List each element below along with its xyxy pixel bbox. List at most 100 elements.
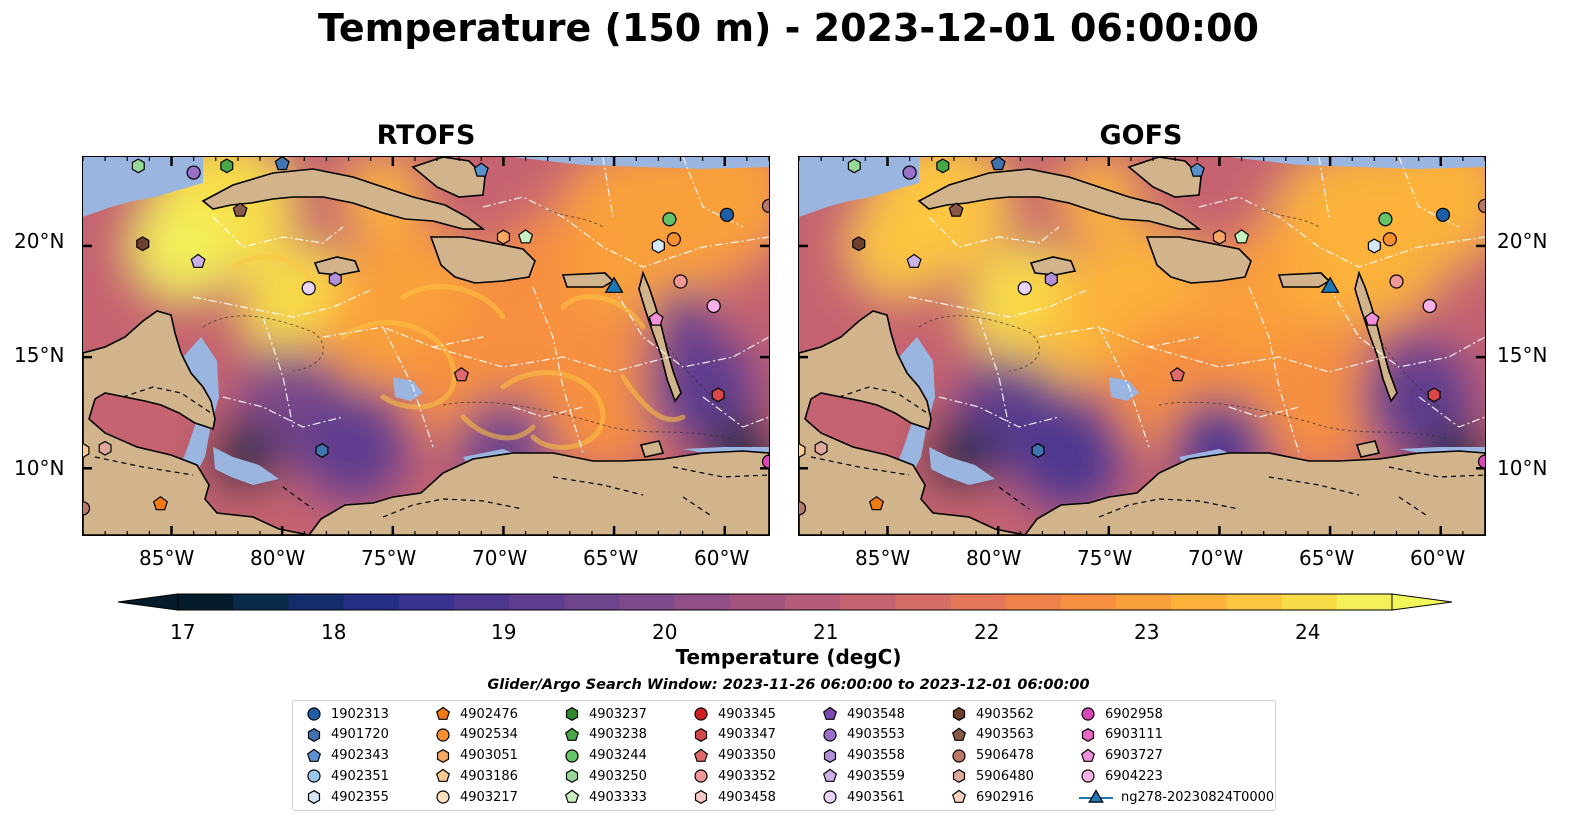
float-marker[interactable] <box>711 387 725 403</box>
legend-float-marker[interactable] <box>306 748 322 762</box>
gofs-map[interactable] <box>798 156 1486 536</box>
float-marker[interactable] <box>1427 387 1441 403</box>
float-marker[interactable] <box>190 253 206 268</box>
legend-float-marker[interactable] <box>1081 707 1095 721</box>
legend-float-marker[interactable] <box>1081 769 1095 783</box>
float-marker[interactable] <box>131 158 145 174</box>
float-marker[interactable] <box>232 202 248 217</box>
float-marker[interactable] <box>814 440 828 456</box>
float-marker[interactable] <box>902 165 917 180</box>
float-marker[interactable] <box>1477 454 1486 469</box>
colorbar-segment <box>729 594 786 610</box>
float-marker[interactable] <box>186 165 201 180</box>
float-marker[interactable] <box>301 281 316 296</box>
legend-float-marker[interactable] <box>1080 748 1096 762</box>
legend-float-marker[interactable] <box>1081 727 1095 742</box>
legend-float-marker[interactable] <box>436 748 450 763</box>
float-marker[interactable] <box>868 495 885 511</box>
float-marker[interactable] <box>1044 271 1058 287</box>
float-marker[interactable] <box>1031 443 1045 458</box>
legend-float-marker[interactable] <box>823 748 837 763</box>
float-marker[interactable] <box>706 298 721 314</box>
float-marker[interactable] <box>1382 232 1397 247</box>
legend-float-marker[interactable] <box>564 789 580 804</box>
legend-float-marker[interactable] <box>822 769 838 783</box>
legend-float-marker[interactable] <box>693 748 709 762</box>
float-marker[interactable] <box>936 158 950 174</box>
float-marker[interactable] <box>719 207 735 222</box>
legend-float-marker[interactable] <box>694 790 708 805</box>
float-marker[interactable] <box>1169 367 1185 382</box>
float-marker[interactable] <box>648 311 664 326</box>
legend-float-marker[interactable] <box>694 769 708 783</box>
float-marker[interactable] <box>98 440 112 456</box>
legend-glider-marker[interactable] <box>1088 789 1104 803</box>
glider-marker[interactable] <box>1320 276 1340 293</box>
legend-float-marker[interactable] <box>952 707 966 721</box>
legend-float-marker[interactable] <box>307 790 321 805</box>
float-marker[interactable] <box>1435 207 1451 222</box>
land <box>799 157 1485 535</box>
float-marker[interactable] <box>1422 298 1437 314</box>
float-marker[interactable] <box>990 157 1006 171</box>
legend-float-marker[interactable] <box>307 707 321 721</box>
float-marker[interactable] <box>136 236 150 252</box>
float-marker[interactable] <box>852 236 866 252</box>
float-marker[interactable] <box>473 162 489 177</box>
float-marker[interactable] <box>948 202 964 217</box>
float-marker[interactable] <box>152 495 169 511</box>
float-marker[interactable] <box>220 158 234 174</box>
legend-float-marker[interactable] <box>952 769 966 784</box>
legend-float-marker[interactable] <box>436 728 450 742</box>
lon-tick-label: 80°W <box>250 546 306 570</box>
rtofs-map[interactable] <box>82 156 770 536</box>
float-marker[interactable] <box>496 229 510 245</box>
float-marker[interactable] <box>761 454 770 469</box>
legend-float-marker[interactable] <box>823 728 837 742</box>
float-marker[interactable] <box>799 443 806 458</box>
glider-marker[interactable] <box>604 276 624 293</box>
float-marker[interactable] <box>518 229 534 244</box>
legend-float-marker[interactable] <box>951 727 967 741</box>
legend-float-marker[interactable] <box>565 748 579 763</box>
legend-float-marker[interactable] <box>823 790 837 804</box>
legend-float-marker[interactable] <box>822 706 838 720</box>
float-marker[interactable] <box>799 501 807 516</box>
float-marker[interactable] <box>1367 238 1381 254</box>
legend-float-marker[interactable] <box>307 727 321 742</box>
float-marker[interactable] <box>906 253 922 268</box>
float-marker[interactable] <box>453 367 469 382</box>
float-marker[interactable] <box>847 158 861 174</box>
colorbar-tick-label: 21 <box>813 620 839 644</box>
float-marker[interactable] <box>328 271 342 287</box>
legend-float-marker[interactable] <box>435 769 451 783</box>
colorbar-segment <box>178 594 234 610</box>
legend-float-marker[interactable] <box>565 769 579 784</box>
float-marker[interactable] <box>1378 212 1393 227</box>
float-marker[interactable] <box>1212 229 1226 245</box>
legend-float-marker[interactable] <box>694 707 708 721</box>
legend-float-marker[interactable] <box>435 706 451 720</box>
legend-float-marker[interactable] <box>694 727 708 742</box>
float-marker[interactable] <box>1389 274 1404 289</box>
float-marker[interactable] <box>83 501 91 516</box>
legend-float-marker[interactable] <box>436 790 450 804</box>
float-marker[interactable] <box>651 238 665 254</box>
legend-float-marker[interactable] <box>565 707 579 721</box>
float-marker[interactable] <box>315 443 329 458</box>
float-marker[interactable] <box>83 443 90 458</box>
legend-float-marker[interactable] <box>952 748 966 763</box>
legend-float-marker[interactable] <box>564 727 580 741</box>
float-marker[interactable] <box>761 198 770 214</box>
float-marker[interactable] <box>1234 229 1250 244</box>
float-marker[interactable] <box>1189 162 1205 177</box>
float-marker[interactable] <box>1364 311 1380 326</box>
float-marker[interactable] <box>662 212 677 227</box>
float-marker[interactable] <box>274 157 290 171</box>
float-marker[interactable] <box>1017 281 1032 296</box>
float-marker[interactable] <box>1477 198 1486 214</box>
legend-float-marker[interactable] <box>307 769 321 783</box>
float-marker[interactable] <box>666 232 681 247</box>
float-marker[interactable] <box>673 274 688 289</box>
legend-float-marker[interactable] <box>951 789 967 804</box>
